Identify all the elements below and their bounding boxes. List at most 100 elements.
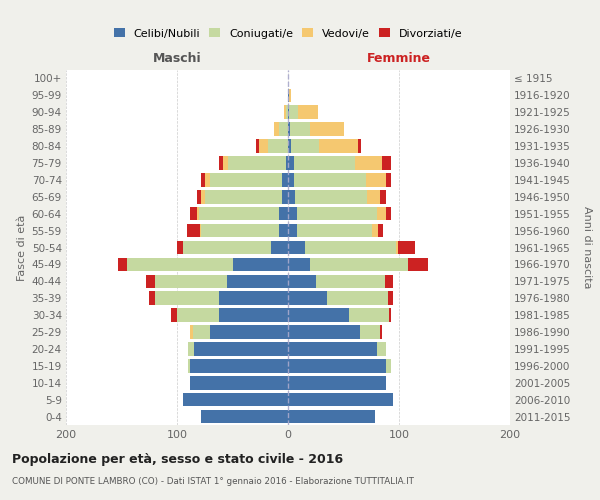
Bar bbox=[219, 292, 288, 305]
Bar bbox=[398, 240, 415, 254]
Y-axis label: Fasce di età: Fasce di età bbox=[17, 214, 28, 280]
Bar bbox=[146, 274, 155, 288]
Bar bbox=[127, 258, 233, 271]
Bar bbox=[378, 224, 383, 237]
Bar bbox=[289, 106, 298, 119]
Bar bbox=[288, 240, 305, 254]
Bar bbox=[202, 190, 205, 203]
Bar bbox=[293, 173, 366, 186]
Bar bbox=[233, 258, 288, 271]
Bar bbox=[297, 207, 377, 220]
Bar bbox=[219, 156, 223, 170]
Bar bbox=[288, 88, 289, 102]
Bar bbox=[219, 308, 288, 322]
Bar bbox=[377, 342, 386, 355]
Bar bbox=[188, 359, 190, 372]
Bar bbox=[288, 224, 297, 237]
Bar bbox=[288, 274, 316, 288]
Bar bbox=[268, 140, 288, 153]
Text: Popolazione per età, sesso e stato civile - 2016: Popolazione per età, sesso e stato civil… bbox=[12, 452, 343, 466]
Bar bbox=[227, 274, 288, 288]
Bar bbox=[358, 140, 361, 153]
Bar bbox=[386, 207, 391, 220]
Bar bbox=[200, 224, 202, 237]
Bar bbox=[190, 207, 197, 220]
Bar bbox=[327, 292, 388, 305]
Text: Maschi: Maschi bbox=[152, 52, 202, 65]
Bar bbox=[190, 359, 288, 372]
Bar bbox=[155, 274, 227, 288]
Bar bbox=[286, 106, 288, 119]
Bar bbox=[182, 393, 288, 406]
Bar bbox=[155, 292, 219, 305]
Bar bbox=[380, 190, 386, 203]
Bar bbox=[377, 207, 386, 220]
Bar bbox=[283, 173, 288, 186]
Bar bbox=[297, 224, 373, 237]
Bar bbox=[288, 173, 293, 186]
Bar bbox=[194, 342, 288, 355]
Bar bbox=[316, 274, 385, 288]
Bar bbox=[202, 173, 205, 186]
Bar bbox=[190, 376, 288, 390]
Bar bbox=[310, 122, 343, 136]
Bar bbox=[298, 106, 318, 119]
Bar bbox=[288, 106, 289, 119]
Bar bbox=[408, 258, 428, 271]
Bar bbox=[271, 240, 288, 254]
Bar bbox=[197, 190, 202, 203]
Bar bbox=[187, 224, 200, 237]
Bar bbox=[177, 240, 182, 254]
Bar bbox=[190, 326, 193, 339]
Bar bbox=[193, 326, 211, 339]
Bar bbox=[149, 292, 155, 305]
Bar bbox=[382, 156, 391, 170]
Bar bbox=[288, 410, 374, 424]
Bar bbox=[284, 106, 286, 119]
Bar bbox=[389, 308, 391, 322]
Bar bbox=[279, 224, 288, 237]
Bar bbox=[288, 258, 310, 271]
Bar bbox=[288, 393, 394, 406]
Bar bbox=[202, 410, 288, 424]
Bar bbox=[288, 376, 386, 390]
Bar bbox=[349, 308, 389, 322]
Bar bbox=[366, 173, 386, 186]
Bar bbox=[289, 88, 292, 102]
Bar bbox=[288, 140, 292, 153]
Bar bbox=[380, 326, 382, 339]
Bar bbox=[319, 140, 358, 153]
Bar bbox=[288, 292, 327, 305]
Text: COMUNE DI PONTE LAMBRO (CO) - Dati ISTAT 1° gennaio 2016 - Elaborazione TUTTITAL: COMUNE DI PONTE LAMBRO (CO) - Dati ISTAT… bbox=[12, 478, 414, 486]
Bar bbox=[355, 156, 382, 170]
Bar bbox=[305, 240, 395, 254]
Bar bbox=[286, 156, 288, 170]
Bar bbox=[288, 342, 377, 355]
Bar bbox=[279, 207, 288, 220]
Bar bbox=[288, 359, 386, 372]
Bar bbox=[293, 156, 355, 170]
Y-axis label: Anni di nascita: Anni di nascita bbox=[582, 206, 592, 289]
Bar bbox=[283, 190, 288, 203]
Bar bbox=[259, 140, 268, 153]
Bar bbox=[288, 156, 293, 170]
Bar bbox=[386, 173, 391, 186]
Bar bbox=[279, 122, 288, 136]
Bar bbox=[188, 342, 194, 355]
Bar bbox=[256, 140, 259, 153]
Bar bbox=[177, 308, 219, 322]
Bar bbox=[197, 207, 199, 220]
Bar bbox=[205, 173, 211, 186]
Bar bbox=[386, 359, 391, 372]
Bar bbox=[118, 258, 127, 271]
Bar bbox=[288, 326, 360, 339]
Bar bbox=[290, 122, 310, 136]
Bar bbox=[288, 190, 295, 203]
Bar bbox=[395, 240, 398, 254]
Bar bbox=[202, 224, 279, 237]
Bar bbox=[228, 156, 286, 170]
Bar bbox=[182, 240, 271, 254]
Bar bbox=[367, 190, 380, 203]
Bar bbox=[205, 190, 283, 203]
Bar bbox=[385, 274, 394, 288]
